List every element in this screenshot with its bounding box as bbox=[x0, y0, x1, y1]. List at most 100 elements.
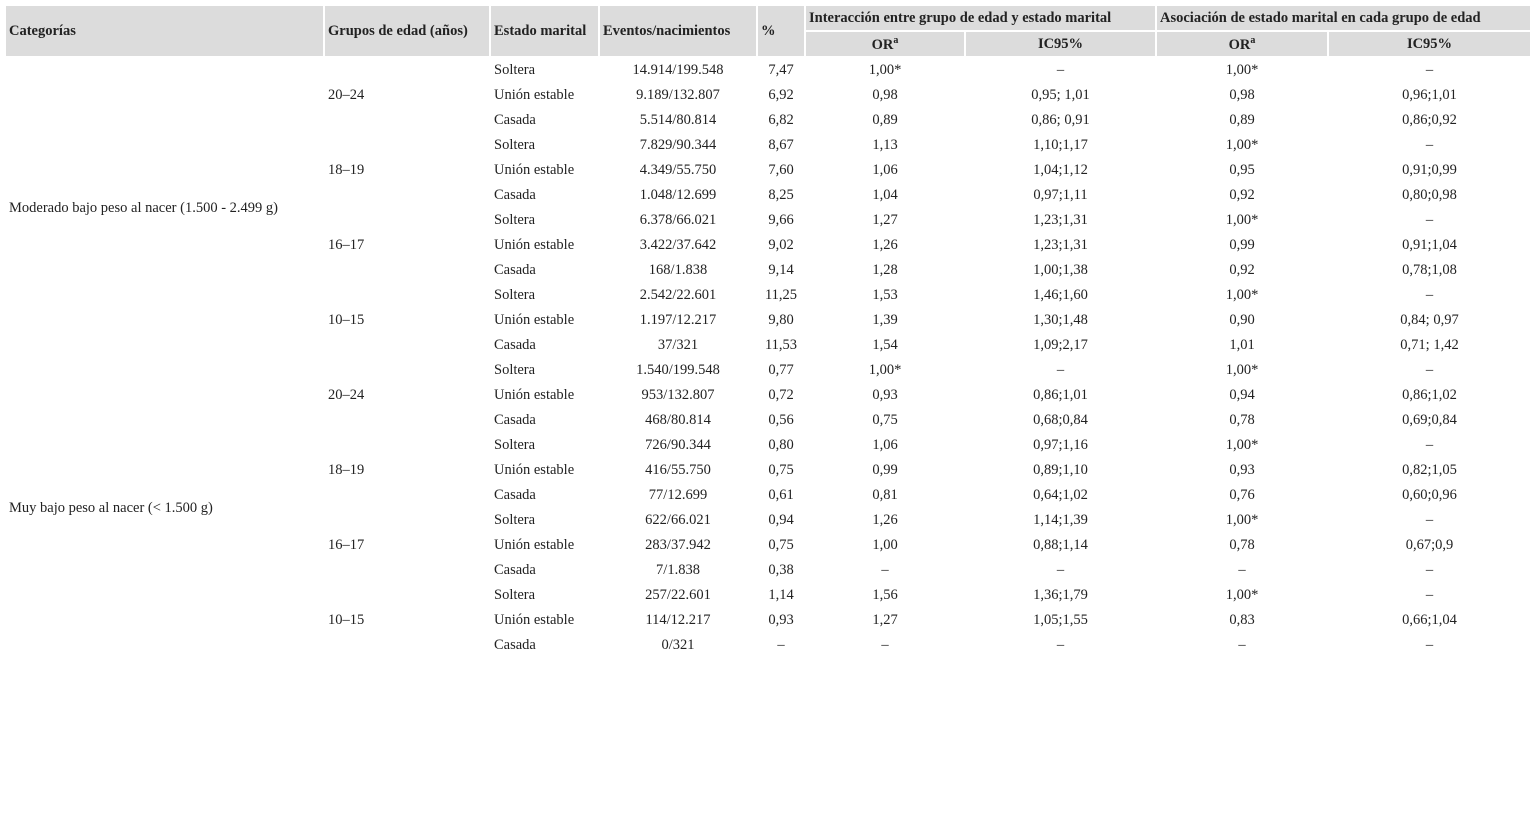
sub-header-text: OR bbox=[871, 36, 894, 53]
or: 1,00* bbox=[1225, 362, 1259, 378]
data-row: Casada 7/1.838 0,38 – – – – bbox=[5, 558, 1531, 583]
ci95: 0,96;1,01 bbox=[1402, 87, 1457, 103]
group-header: Asociación de estado marital en cada gru… bbox=[1155, 4, 1532, 32]
or: 1,26 bbox=[872, 512, 898, 528]
data-row: 10–15 Soltera 2.542/22.601 11,25 1,53 1,46;1,… bbox=[5, 283, 1531, 328]
events: 14.914/199.548 bbox=[632, 62, 724, 78]
events: 283/37.942 bbox=[645, 537, 711, 553]
ci95: – bbox=[1425, 587, 1434, 603]
or: 0,75 bbox=[872, 412, 898, 428]
ci95: 0,69;0,84 bbox=[1402, 412, 1457, 428]
sub-header: IC95% bbox=[1327, 30, 1532, 58]
percent: 9,14 bbox=[768, 262, 794, 278]
percent: 9,80 bbox=[768, 312, 794, 328]
percent: 0,93 bbox=[768, 612, 794, 628]
marital-status: Unión estable bbox=[494, 462, 575, 478]
marital-status: Unión estable bbox=[494, 612, 575, 628]
ci95: 1,09;2,17 bbox=[1033, 337, 1088, 353]
events: 416/55.750 bbox=[645, 462, 711, 478]
ci95: 0,82;1,05 bbox=[1402, 462, 1457, 478]
ci95: 0,64;1,02 bbox=[1033, 487, 1088, 503]
or: 1,04 bbox=[872, 187, 898, 203]
or: 1,00* bbox=[868, 362, 902, 378]
ci95: 1,23;1,31 bbox=[1033, 212, 1088, 228]
column-header: % bbox=[756, 4, 806, 58]
marital-status: Soltera bbox=[494, 62, 536, 78]
ci95: – bbox=[1425, 137, 1434, 153]
or: 1,00 bbox=[872, 537, 898, 553]
events: 168/1.838 bbox=[648, 262, 708, 278]
or: 1,00* bbox=[1225, 587, 1259, 603]
sub-header-text: IC95% bbox=[1037, 35, 1084, 52]
percent: 0,80 bbox=[768, 437, 794, 453]
percent: 0,75 bbox=[768, 537, 794, 553]
ci95: 1,10;1,17 bbox=[1033, 137, 1088, 153]
superscript: a bbox=[1250, 34, 1256, 46]
age-group: 10–15 bbox=[328, 612, 365, 628]
marital-status: Casada bbox=[494, 412, 536, 428]
percent: 6,92 bbox=[768, 87, 794, 103]
percent: 11,53 bbox=[764, 337, 798, 353]
ci95: 0,97;1,11 bbox=[1033, 187, 1088, 203]
or: 0,93 bbox=[872, 387, 898, 403]
marital-status: Unión estable bbox=[494, 537, 575, 553]
data-row: Casada 77/12.699 0,61 0,81 0,64;1,02 0,76 0,60… bbox=[5, 483, 1531, 508]
or: 0,92 bbox=[1229, 187, 1255, 203]
or: 0,94 bbox=[1229, 387, 1255, 403]
data-row: Casada 168/1.838 9,14 1,28 1,00;1,38 0,92 0,78… bbox=[5, 258, 1531, 283]
or: 1,39 bbox=[872, 312, 898, 328]
events: 7/1.838 bbox=[656, 562, 700, 578]
or: 1,00* bbox=[868, 62, 902, 78]
or: 1,01 bbox=[1229, 337, 1255, 353]
column-header: Categorías bbox=[4, 4, 325, 58]
or: 0,93 bbox=[1229, 462, 1255, 478]
data-row: Unión estable 283/37.942 0,75 1,00 0,88;1,14… bbox=[5, 533, 1531, 558]
marital-status: Soltera bbox=[494, 212, 536, 228]
data-row: Unión estable 1.197/12.217 9,80 1,39 1,30;1,… bbox=[5, 308, 1531, 333]
ci95: 1,05;1,55 bbox=[1033, 612, 1088, 628]
or: 1,26 bbox=[872, 237, 898, 253]
events: 6.378/66.021 bbox=[639, 212, 717, 228]
ci95: 0,66;1,04 bbox=[1402, 612, 1457, 628]
ci95: – bbox=[1425, 512, 1434, 528]
events: 3.422/37.642 bbox=[639, 237, 717, 253]
or: 1,00* bbox=[1225, 512, 1259, 528]
age-group: 16–17 bbox=[328, 237, 365, 253]
category: Muy bajo peso al nacer (< 1.500 g) bbox=[9, 499, 213, 516]
percent: 0,56 bbox=[768, 412, 794, 428]
events: 114/12.217 bbox=[645, 612, 711, 628]
data-row: Casada 0/321 – – – – – bbox=[5, 633, 1531, 658]
header-row: ORa IC95% ORa IC95% bbox=[5, 30, 1532, 58]
data-row: Casada 5.514/80.814 6,82 0,89 0,86; 0,91 0,89… bbox=[5, 108, 1531, 133]
or: 0,76 bbox=[1229, 487, 1255, 503]
or: 0,98 bbox=[872, 87, 898, 103]
ci95: 0,91;0,99 bbox=[1402, 162, 1457, 178]
ci95: 0,68;0,84 bbox=[1033, 412, 1088, 428]
marital-status: Soltera bbox=[494, 137, 536, 153]
percent: 0,38 bbox=[768, 562, 794, 578]
or: 0,98 bbox=[1229, 87, 1255, 103]
events: 77/12.699 bbox=[648, 487, 708, 503]
data-row: Casada 468/80.814 0,56 0,75 0,68;0,84 0,78 0,6… bbox=[5, 408, 1531, 433]
or: 1,00* bbox=[1225, 287, 1259, 303]
ci95: 0,60;0,96 bbox=[1402, 487, 1457, 503]
percent: 0,94 bbox=[768, 512, 794, 528]
or: 1,13 bbox=[872, 137, 898, 153]
ci95: 0,86;1,01 bbox=[1033, 387, 1088, 403]
marital-status: Soltera bbox=[494, 362, 536, 378]
percent: 0,77 bbox=[768, 362, 794, 378]
age-group: 20–24 bbox=[328, 87, 365, 103]
or: – bbox=[881, 637, 889, 653]
column-header: Estado marital bbox=[489, 4, 600, 58]
or: 1,06 bbox=[872, 437, 898, 453]
percent: – bbox=[777, 637, 785, 653]
events: 0/321 bbox=[661, 637, 695, 653]
or: 0,78 bbox=[1229, 537, 1255, 553]
events: 4.349/55.750 bbox=[639, 162, 717, 178]
ci95: 1,04;1,12 bbox=[1033, 162, 1088, 178]
events: 2.542/22.601 bbox=[639, 287, 717, 303]
percent: 9,66 bbox=[768, 212, 794, 228]
ci95: 0,97;1,16 bbox=[1033, 437, 1088, 453]
percent: 1,14 bbox=[768, 587, 794, 603]
or: 1,28 bbox=[872, 262, 898, 278]
